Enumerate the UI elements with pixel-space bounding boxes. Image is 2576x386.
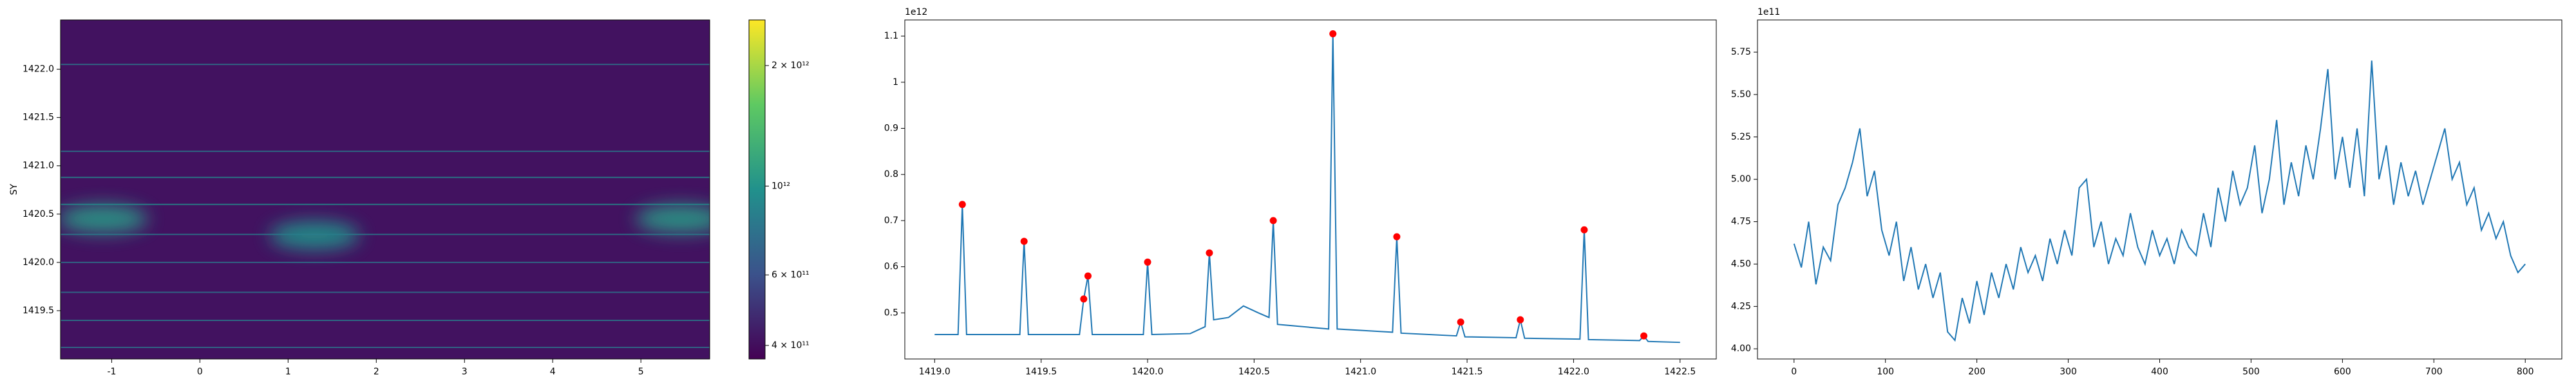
heatmap-blob (635, 205, 710, 234)
axes-frame (60, 19, 710, 360)
y-tick-label: 1420.0 (23, 257, 54, 268)
peak-marker (1020, 237, 1028, 245)
y-tick-label: 1.1 (884, 31, 898, 41)
y-tick-label: 4.00 (1731, 344, 1751, 354)
x-tick-label: 100 (1877, 367, 1894, 377)
peak-marker (1144, 258, 1151, 266)
y-tick-label: 5.75 (1731, 47, 1751, 57)
colorbar-tick-label: 4 × 10¹¹ (772, 340, 810, 351)
peak-marker (1269, 217, 1277, 225)
axis-offset-label: 1e12 (905, 7, 927, 17)
x-tick-label: 1422.5 (1664, 367, 1696, 377)
x-tick-label: 1421.0 (1345, 367, 1376, 377)
peak-marker (1329, 30, 1337, 38)
x-tick-label: 1422.0 (1558, 367, 1589, 377)
x-tick-label: -1 (107, 367, 116, 377)
peak-marker (1206, 249, 1213, 257)
y-axis-label: SY (9, 183, 19, 195)
y-tick-label: 4.25 (1731, 301, 1751, 311)
peak-marker (958, 201, 966, 208)
peak-marker (1580, 226, 1588, 234)
y-tick-label: 1421.0 (23, 161, 54, 171)
x-tick-label: 1 (285, 367, 291, 377)
y-tick-label: 0.7 (884, 216, 898, 226)
colorbar-tick-label: 2 × 10¹² (772, 60, 810, 71)
x-tick-label: 200 (1968, 367, 1985, 377)
y-tick-label: 5.00 (1731, 174, 1751, 185)
y-tick-label: 1419.5 (23, 306, 54, 316)
x-tick-label: 0 (197, 367, 203, 377)
y-tick-label: 1422.0 (23, 64, 54, 75)
data-line (934, 33, 1680, 344)
y-tick-label: 0.9 (884, 123, 898, 133)
colorbar-tick-label: 6 × 10¹¹ (772, 270, 810, 280)
x-tick-label: 500 (2242, 367, 2260, 377)
x-tick-label: 5 (638, 367, 644, 377)
x-tick-label: 2 (374, 367, 379, 377)
x-tick-label: 700 (2425, 367, 2443, 377)
x-tick-label: 300 (2060, 367, 2077, 377)
peak-marker (1080, 295, 1088, 303)
y-tick-label: 5.50 (1731, 89, 1751, 100)
axis-offset-label: 1e11 (1757, 7, 1780, 17)
x-tick-label: 0 (1791, 367, 1797, 377)
y-tick-label: 4.75 (1731, 217, 1751, 227)
x-tick-label: 3 (462, 367, 468, 377)
x-tick-label: 4 (550, 367, 556, 377)
data-line (1793, 60, 2526, 342)
heatmap-blob (269, 221, 360, 250)
colorbar-tick-label: 10¹² (772, 181, 790, 191)
axes-frame (904, 19, 1717, 360)
colorbar (748, 19, 766, 360)
axes-frame (1757, 19, 2562, 360)
y-tick-label: 4.50 (1731, 259, 1751, 269)
x-tick-label: 400 (2151, 367, 2168, 377)
x-tick-label: 1419.0 (919, 367, 951, 377)
heatmap-image (61, 20, 710, 359)
y-tick-label: 0.6 (884, 262, 898, 272)
peak-marker (1393, 233, 1401, 241)
peak-marker (1640, 332, 1648, 340)
x-tick-label: 600 (2334, 367, 2351, 377)
x-tick-label: 1420.0 (1132, 367, 1164, 377)
y-tick-label: 1 (893, 77, 898, 87)
peak-marker (1517, 316, 1524, 324)
x-tick-label: 800 (2517, 367, 2534, 377)
y-tick-label: 1420.5 (23, 209, 54, 219)
peak-marker (1084, 272, 1092, 280)
heatmap-blob (61, 205, 148, 234)
x-tick-label: 1419.5 (1025, 367, 1057, 377)
y-tick-label: 0.5 (884, 308, 898, 318)
heatmap-background (61, 20, 710, 359)
peak-marker (1457, 318, 1464, 326)
y-tick-label: 5.25 (1731, 132, 1751, 142)
y-tick-label: 1421.5 (23, 113, 54, 123)
x-tick-label: 1420.5 (1238, 367, 1270, 377)
y-tick-label: 0.8 (884, 169, 898, 179)
x-tick-label: 1421.5 (1452, 367, 1483, 377)
